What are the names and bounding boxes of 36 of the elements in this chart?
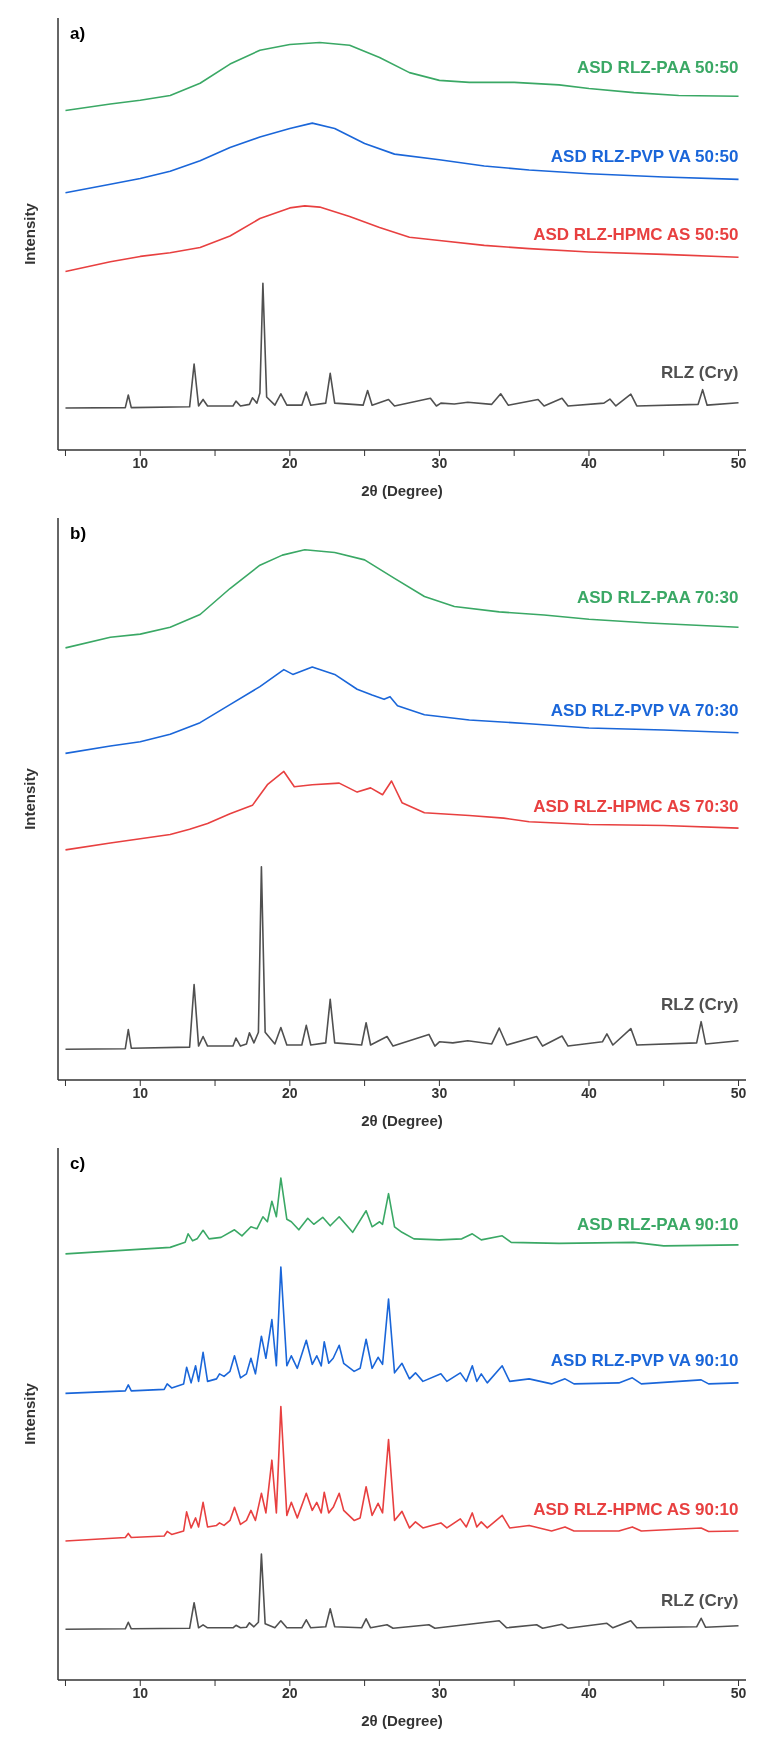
x-tick-label: 20 (282, 1684, 298, 1701)
series-label: RLZ (Cry) (661, 1591, 739, 1611)
y-axis-title: Intensity (21, 1382, 39, 1445)
chart-title: a) (70, 24, 86, 44)
chart-title: c) (70, 1154, 86, 1174)
x-axis-title: 2θ (Degree) (361, 1712, 443, 1729)
x-tick-label: 40 (581, 1684, 597, 1701)
x-tick-label: 10 (132, 1684, 149, 1701)
x-tick-label: 50 (730, 1084, 747, 1101)
series-label: ASD RLZ-HPMC AS 70:30 (533, 797, 739, 817)
series-label: ASD RLZ-PAA 90:10 (576, 1215, 739, 1235)
x-tick-label: 20 (282, 1084, 298, 1101)
x-tick-label: 30 (431, 1084, 448, 1101)
y-axis-title: Intensity (21, 767, 39, 830)
series-label: ASD RLZ-PAA 70:30 (576, 588, 739, 608)
series-label: ASD RLZ-PVP VA 50:50 (550, 146, 739, 166)
x-tick-label: 30 (431, 1684, 448, 1701)
x-axis-title: 2θ (Degree) (361, 482, 443, 499)
series-label: ASD RLZ-HPMC AS 50:50 (533, 224, 739, 244)
x-tick-label: 50 (730, 1684, 747, 1701)
series-label: ASD RLZ-PVP VA 70:30 (550, 700, 739, 720)
series-label: ASD RLZ-HPMC AS 90:10 (533, 1499, 739, 1519)
series-label: RLZ (Cry) (661, 994, 739, 1014)
x-tick-label: 10 (132, 1084, 149, 1101)
x-tick-label: 40 (581, 1084, 597, 1101)
x-tick-label: 50 (730, 454, 747, 471)
chart-title: b) (70, 524, 87, 544)
y-axis-title: Intensity (21, 202, 39, 265)
x-tick-label: 30 (431, 454, 448, 471)
x-axis-title: 2θ (Degree) (361, 1112, 443, 1129)
x-tick-label: 40 (581, 454, 597, 471)
series-label: ASD RLZ-PAA 50:50 (576, 57, 739, 77)
series-label: RLZ (Cry) (661, 362, 739, 382)
x-tick-label: 20 (282, 454, 298, 471)
series-label: ASD RLZ-PVP VA 90:10 (550, 1350, 739, 1370)
x-tick-label: 10 (132, 454, 149, 471)
